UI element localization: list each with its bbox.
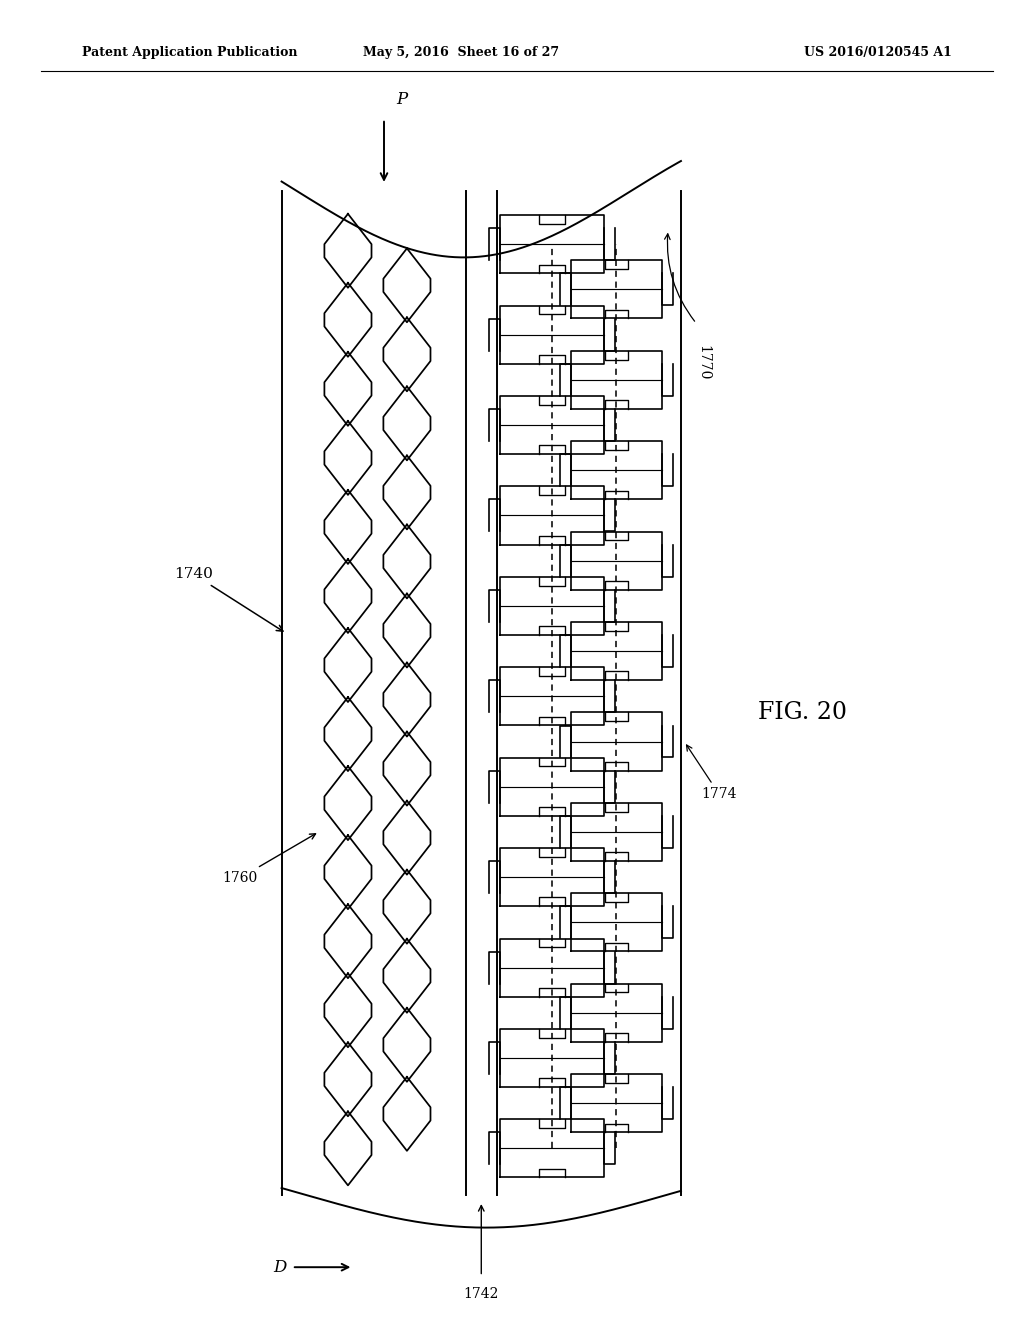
Text: P: P (396, 91, 408, 108)
Text: Patent Application Publication: Patent Application Publication (82, 46, 297, 59)
Text: 1742: 1742 (464, 1287, 499, 1302)
Text: FIG. 20: FIG. 20 (758, 701, 847, 725)
Text: US 2016/0120545 A1: US 2016/0120545 A1 (805, 46, 952, 59)
Text: D: D (273, 1259, 287, 1275)
Text: 1760: 1760 (222, 834, 315, 884)
Text: May 5, 2016  Sheet 16 of 27: May 5, 2016 Sheet 16 of 27 (362, 46, 559, 59)
Text: 1774: 1774 (686, 744, 737, 801)
Text: 1770: 1770 (696, 346, 711, 380)
Text: 1740: 1740 (174, 568, 283, 631)
